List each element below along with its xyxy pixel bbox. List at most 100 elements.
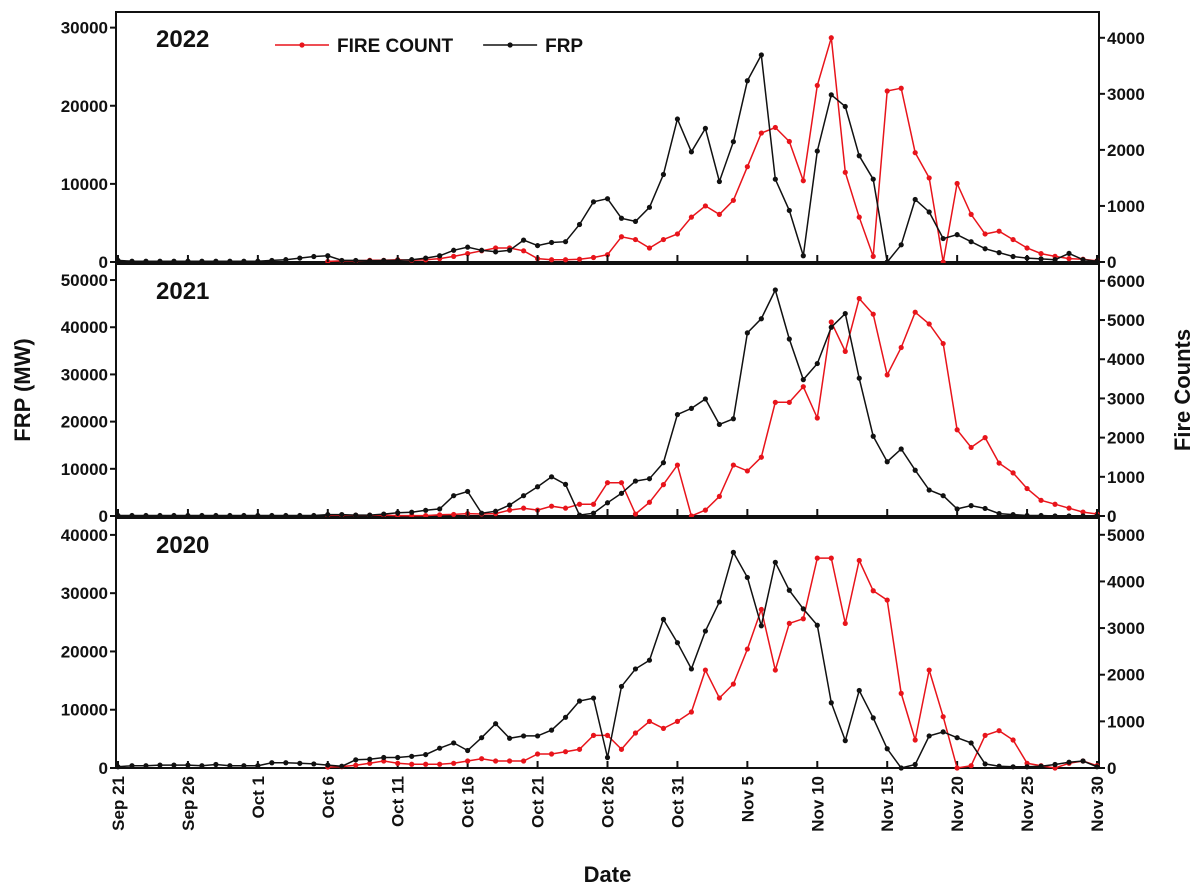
data-point xyxy=(674,116,681,122)
data-point xyxy=(940,235,946,242)
data-point xyxy=(632,666,639,672)
data-point xyxy=(898,690,904,696)
series-line xyxy=(327,557,1098,769)
data-point xyxy=(283,760,289,766)
data-point xyxy=(786,587,792,593)
data-point xyxy=(520,248,527,254)
data-point xyxy=(758,316,764,322)
data-point xyxy=(912,150,918,156)
data-point xyxy=(814,360,820,367)
x-tick-label: Oct 6 xyxy=(319,776,338,819)
data-point xyxy=(143,258,149,264)
x-tick-label: Nov 15 xyxy=(878,776,897,832)
series-line xyxy=(327,296,1098,518)
data-point xyxy=(465,758,471,764)
data-point xyxy=(199,763,205,769)
data-point xyxy=(996,460,1002,466)
data-point xyxy=(646,657,653,663)
data-point xyxy=(996,728,1002,734)
data-point xyxy=(325,762,331,768)
data-point xyxy=(898,344,904,351)
data-point xyxy=(1052,761,1058,768)
data-point xyxy=(618,490,625,496)
data-point xyxy=(828,555,834,561)
data-point xyxy=(507,758,513,764)
data-point xyxy=(744,78,750,84)
data-point xyxy=(702,203,709,209)
data-point xyxy=(800,178,806,184)
data-point xyxy=(618,234,625,240)
data-point xyxy=(786,207,792,214)
data-point xyxy=(437,761,443,767)
data-point xyxy=(632,511,639,517)
data-point xyxy=(716,211,722,217)
data-point xyxy=(604,480,611,486)
data-point xyxy=(548,751,555,757)
data-point xyxy=(241,512,247,519)
data-point xyxy=(381,511,387,517)
data-point xyxy=(576,698,583,704)
plot-frame xyxy=(115,517,1100,769)
data-point xyxy=(548,257,555,263)
data-point xyxy=(870,176,876,182)
legend-label: FIRE COUNT xyxy=(337,36,454,57)
data-point xyxy=(646,204,653,210)
data-point xyxy=(660,460,667,466)
data-point xyxy=(646,245,653,251)
y2-tick-label: 2000 xyxy=(1107,429,1145,448)
data-point xyxy=(507,247,513,253)
y-tick-label: 40000 xyxy=(61,318,108,337)
x-tick-label: Nov 5 xyxy=(738,776,757,822)
y2-tick-label: 0 xyxy=(1107,759,1116,778)
data-point xyxy=(968,763,974,769)
data-point xyxy=(129,763,135,769)
data-point xyxy=(814,622,820,628)
data-point xyxy=(954,765,960,771)
data-point xyxy=(814,415,820,421)
x-tick-label: Sep 26 xyxy=(179,776,198,831)
data-point xyxy=(1038,763,1044,769)
data-point xyxy=(1038,256,1044,262)
x-tick-label: Nov 25 xyxy=(1018,776,1037,832)
data-point xyxy=(912,196,918,203)
data-point xyxy=(199,258,205,264)
data-point xyxy=(828,700,834,706)
data-point xyxy=(590,501,597,507)
series-line xyxy=(117,52,1098,264)
data-point xyxy=(758,130,764,136)
legend-marker xyxy=(299,42,305,48)
data-point xyxy=(632,478,639,484)
y2-tick-label: 1000 xyxy=(1107,468,1145,487)
data-point xyxy=(451,511,457,518)
data-point xyxy=(269,257,275,264)
y2-tick-label: 3000 xyxy=(1107,85,1145,104)
y-tick-label: 0 xyxy=(99,253,108,272)
data-point xyxy=(856,687,862,694)
data-point xyxy=(1010,511,1016,518)
data-point xyxy=(381,754,387,761)
data-point xyxy=(870,253,876,259)
data-point xyxy=(297,512,303,519)
data-point xyxy=(828,92,834,98)
data-point xyxy=(716,178,722,185)
data-point xyxy=(213,761,219,768)
data-point xyxy=(842,103,848,110)
data-point xyxy=(660,236,667,243)
data-point xyxy=(423,751,429,758)
data-point xyxy=(423,507,429,513)
data-point xyxy=(744,164,750,170)
data-point xyxy=(479,247,485,253)
y-tick-label: 40000 xyxy=(61,526,108,545)
data-point xyxy=(744,468,750,474)
data-point xyxy=(339,257,345,264)
data-point xyxy=(716,695,722,701)
series-line xyxy=(327,37,1098,263)
data-point xyxy=(604,500,611,506)
y2-tick-label: 3000 xyxy=(1107,389,1145,408)
y2-tick-label: 5000 xyxy=(1107,311,1145,330)
data-point xyxy=(786,336,792,342)
data-point xyxy=(912,467,918,473)
data-point xyxy=(339,511,345,518)
data-point xyxy=(1094,764,1100,770)
y2-tick-label: 5000 xyxy=(1107,526,1145,545)
